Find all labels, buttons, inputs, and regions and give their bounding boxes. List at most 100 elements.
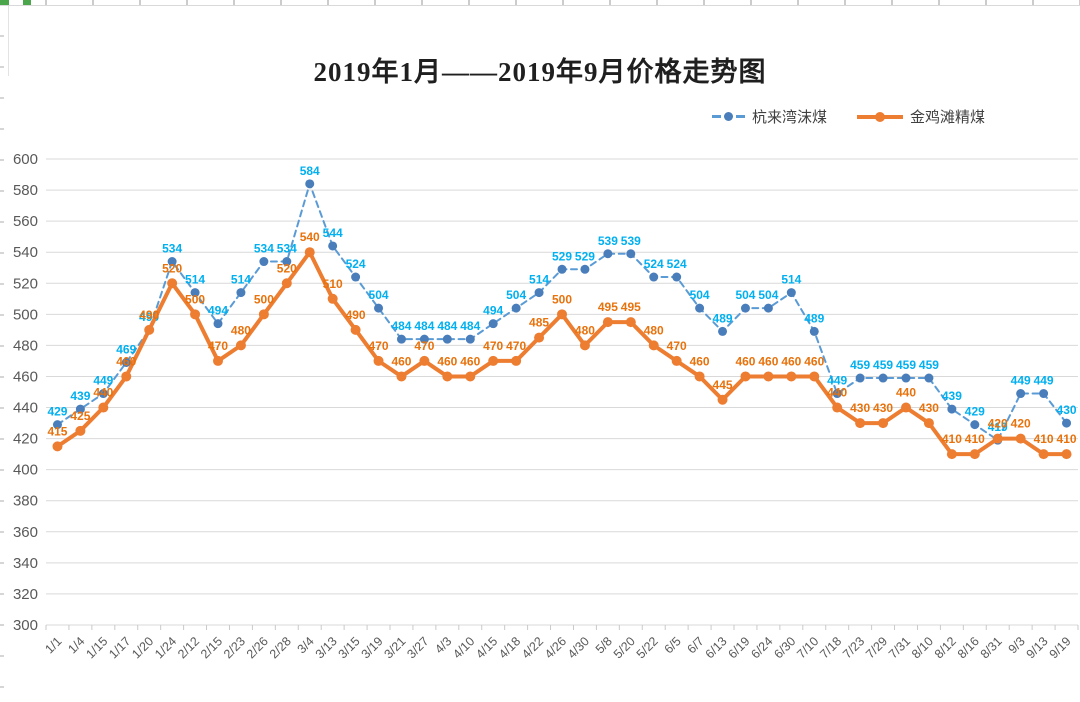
data-point-hanglaiwan[interactable] (351, 272, 361, 282)
data-point-hanglaiwan[interactable] (901, 373, 911, 383)
data-point-jinjitan[interactable] (1038, 449, 1049, 460)
data-point-hanglaiwan[interactable] (970, 420, 980, 430)
data-point-jinjitan[interactable] (855, 418, 866, 429)
data-point-jinjitan[interactable] (992, 433, 1003, 444)
data-point-hanglaiwan[interactable] (718, 326, 728, 336)
data-point-hanglaiwan[interactable] (855, 373, 865, 383)
data-point-jinjitan[interactable] (167, 278, 178, 289)
data-point-jinjitan[interactable] (923, 418, 934, 429)
data-point-jinjitan[interactable] (511, 355, 522, 366)
data-point-hanglaiwan[interactable] (75, 404, 85, 414)
data-point-jinjitan[interactable] (809, 371, 820, 382)
data-point-hanglaiwan[interactable] (672, 272, 682, 282)
data-point-hanglaiwan[interactable] (649, 272, 659, 282)
chart-title[interactable]: 2019年1月——2019年9月价格走势图 (313, 57, 767, 87)
data-point-hanglaiwan[interactable] (488, 319, 498, 329)
data-point-hanglaiwan[interactable] (878, 373, 888, 383)
data-point-hanglaiwan[interactable] (419, 334, 429, 344)
data-point-hanglaiwan[interactable] (328, 241, 338, 251)
data-point-jinjitan[interactable] (625, 317, 636, 328)
data-point-hanglaiwan[interactable] (236, 288, 246, 298)
data-point-hanglaiwan[interactable] (305, 179, 315, 189)
data-point-hanglaiwan[interactable] (282, 257, 292, 267)
data-point-jinjitan[interactable] (442, 371, 453, 382)
data-point-hanglaiwan[interactable] (534, 288, 544, 298)
data-point-hanglaiwan[interactable] (740, 303, 750, 313)
data-label-jinjitan: 460 (437, 354, 457, 368)
data-point-hanglaiwan[interactable] (167, 257, 177, 267)
data-point-jinjitan[interactable] (235, 340, 246, 351)
data-point-jinjitan[interactable] (717, 394, 728, 405)
data-point-hanglaiwan[interactable] (603, 249, 613, 259)
data-point-jinjitan[interactable] (557, 309, 567, 320)
data-point-hanglaiwan[interactable] (1016, 389, 1026, 399)
y-axis-tick-label: 420 (13, 431, 38, 448)
data-point-jinjitan[interactable] (419, 355, 430, 366)
data-point-jinjitan[interactable] (213, 355, 223, 366)
data-point-jinjitan[interactable] (1015, 433, 1026, 444)
data-point-jinjitan[interactable] (579, 340, 590, 351)
data-point-jinjitan[interactable] (763, 371, 774, 382)
data-point-jinjitan[interactable] (602, 317, 613, 328)
data-point-hanglaiwan[interactable] (98, 389, 108, 399)
legend-item-jinjitan-coal[interactable]: 金鸡滩精煤 (856, 106, 985, 127)
data-point-jinjitan[interactable] (1061, 449, 1072, 460)
legend-item-hanglaiwan-coal[interactable]: 杭来湾沫煤 (711, 106, 827, 127)
data-point-hanglaiwan[interactable] (259, 257, 269, 267)
data-point-jinjitan[interactable] (121, 371, 132, 382)
data-point-jinjitan[interactable] (969, 449, 980, 460)
data-point-hanglaiwan[interactable] (786, 288, 796, 298)
data-point-jinjitan[interactable] (648, 340, 659, 351)
data-point-hanglaiwan[interactable] (190, 288, 200, 298)
data-point-jinjitan[interactable] (832, 402, 843, 413)
data-point-hanglaiwan[interactable] (924, 373, 934, 383)
y-axis-tick-label: 500 (13, 306, 38, 323)
data-point-jinjitan[interactable] (304, 247, 315, 258)
data-point-jinjitan[interactable] (534, 332, 545, 343)
data-point-hanglaiwan[interactable] (52, 420, 62, 430)
data-point-jinjitan[interactable] (98, 402, 109, 413)
data-point-hanglaiwan[interactable] (809, 326, 819, 336)
data-point-jinjitan[interactable] (144, 324, 155, 335)
worksheet-left-edge (0, 6, 4, 702)
data-point-jinjitan[interactable] (281, 278, 292, 289)
data-point-jinjitan[interactable] (465, 371, 476, 382)
data-point-jinjitan[interactable] (671, 355, 682, 366)
data-point-hanglaiwan[interactable] (374, 303, 384, 313)
data-point-jinjitan[interactable] (52, 441, 63, 452)
series-line-jinjitan[interactable] (55, 250, 1069, 457)
data-point-jinjitan[interactable] (786, 371, 797, 382)
data-point-jinjitan[interactable] (878, 418, 889, 429)
data-point-jinjitan[interactable] (694, 371, 705, 382)
data-point-hanglaiwan[interactable] (213, 319, 223, 329)
data-point-jinjitan[interactable] (350, 324, 361, 335)
data-point-jinjitan[interactable] (258, 309, 269, 320)
data-point-hanglaiwan[interactable] (695, 303, 705, 313)
data-point-jinjitan[interactable] (327, 293, 338, 304)
data-point-hanglaiwan[interactable] (580, 264, 590, 274)
data-point-hanglaiwan[interactable] (832, 389, 842, 399)
chart-frame-left-edge (8, 6, 9, 76)
data-point-jinjitan[interactable] (946, 449, 957, 460)
data-point-hanglaiwan[interactable] (511, 303, 521, 313)
data-point-hanglaiwan[interactable] (557, 264, 567, 274)
data-point-hanglaiwan[interactable] (396, 334, 406, 344)
data-point-jinjitan[interactable] (75, 425, 86, 436)
data-point-hanglaiwan[interactable] (1039, 389, 1049, 399)
data-point-hanglaiwan[interactable] (1062, 418, 1072, 428)
data-point-hanglaiwan[interactable] (626, 249, 636, 259)
x-axis-label: 8/16 (955, 634, 982, 661)
data-label-hanglaiwan: 449 (827, 374, 847, 388)
data-point-hanglaiwan[interactable] (121, 357, 131, 367)
data-point-hanglaiwan[interactable] (465, 334, 475, 344)
data-point-hanglaiwan[interactable] (763, 303, 773, 313)
data-point-jinjitan[interactable] (396, 371, 407, 382)
data-point-jinjitan[interactable] (373, 355, 384, 366)
data-point-jinjitan[interactable] (901, 402, 911, 413)
data-point-jinjitan[interactable] (488, 355, 499, 366)
data-point-jinjitan[interactable] (190, 309, 201, 320)
data-point-hanglaiwan[interactable] (442, 334, 452, 344)
data-point-jinjitan[interactable] (740, 371, 751, 382)
data-point-hanglaiwan[interactable] (947, 404, 957, 414)
